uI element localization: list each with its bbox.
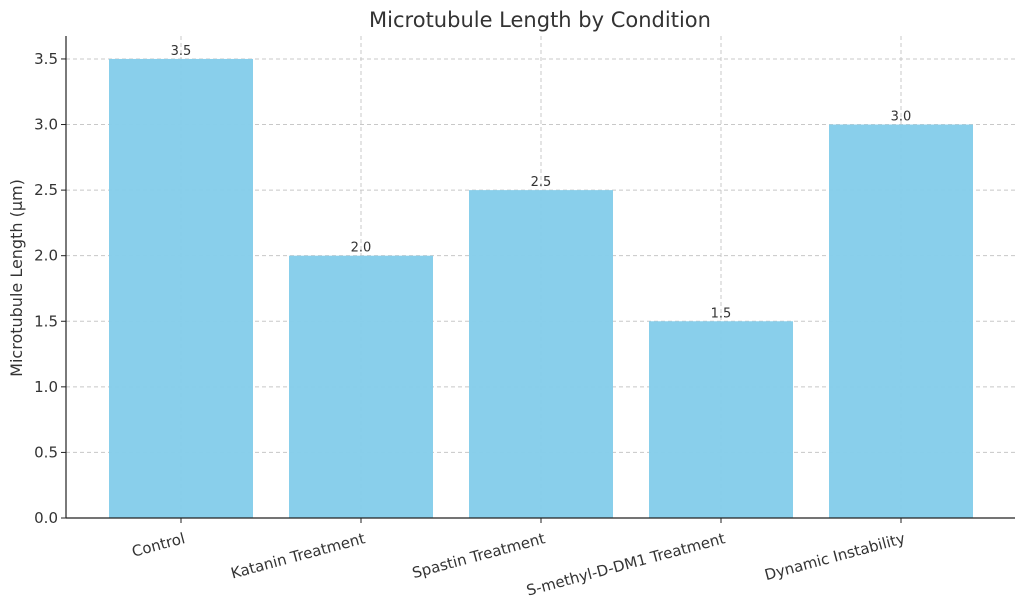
bar-value-label: 2.5 <box>531 175 552 190</box>
x-tick-label: Spastin Treatment <box>410 529 547 582</box>
data-labels-layer: 3.5 2.0 2.5 1.5 3.0 <box>171 44 912 321</box>
x-tick-label: Katanin Treatment <box>229 529 367 582</box>
y-tick-label: 1.5 <box>34 312 58 330</box>
y-tick-label: 2.5 <box>34 181 58 199</box>
bar-value-label: 1.5 <box>711 306 732 321</box>
chart-title: Microtubule Length by Condition <box>369 8 711 32</box>
bar-value-label: 3.5 <box>171 44 192 59</box>
y-tick-label: 1.0 <box>34 378 58 396</box>
bar-value-label: 2.0 <box>351 241 372 256</box>
x-tick-label: Dynamic Instability <box>763 529 907 584</box>
x-ticks-layer: Control Katanin Treatment Spastin Treatmen… <box>130 518 907 600</box>
y-ticks-layer: 0.0 0.5 1.0 1.5 2.0 2.5 3.0 3.5 <box>34 50 66 527</box>
y-tick-label: 3.0 <box>34 116 58 134</box>
bars-layer <box>109 58 973 519</box>
bar-value-label: 3.0 <box>891 110 912 125</box>
bar-4 <box>829 124 973 518</box>
bar-0 <box>109 58 253 518</box>
y-axis-label: Microtubule Length (µm) <box>7 179 26 377</box>
x-tick-label: S-methyl-D-DM1 Treatment <box>525 529 728 599</box>
bar-1 <box>289 255 433 518</box>
y-tick-label: 0.5 <box>34 443 58 461</box>
y-tick-label: 3.5 <box>34 50 58 68</box>
y-tick-label: 2.0 <box>34 247 58 265</box>
bar-3 <box>649 321 793 518</box>
bar-2 <box>469 190 613 519</box>
y-tick-label: 0.0 <box>34 509 58 527</box>
x-tick-label: Control <box>130 529 187 560</box>
